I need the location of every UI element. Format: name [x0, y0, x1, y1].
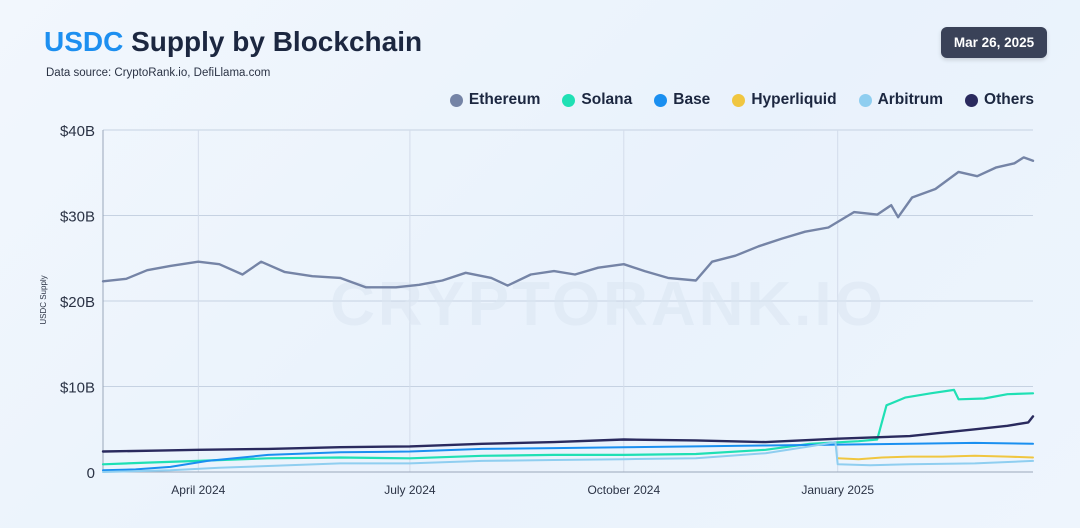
legend-item-solana: Solana — [562, 91, 632, 109]
data-source-subtitle: Data source: CryptoRank.io, DefiLlama.co… — [46, 67, 271, 79]
title-rest: Supply by Blockchain — [131, 26, 423, 57]
legend-item-others: Others — [965, 91, 1034, 109]
y-tick-label: $20B — [60, 294, 95, 311]
series-line-base — [102, 441, 1034, 472]
x-tick-label: April 2024 — [171, 483, 225, 497]
legend-label: Solana — [581, 91, 633, 108]
legend-item-arbitrum: Arbitrum — [858, 91, 944, 109]
watermark-text: CRYPTORANK.IO — [330, 270, 886, 339]
chart-axes: 0 $10B $20B $30B $40B April 2024 July 2024 Octo… — [60, 123, 1033, 497]
x-tick-label: October 2024 — [587, 483, 660, 497]
y-tick-label: $10B — [60, 380, 95, 397]
series-line-hyperliquid — [836, 454, 1034, 461]
legend-item-base: Base — [654, 91, 710, 109]
legend-dot — [732, 93, 746, 107]
legend-dot — [449, 93, 463, 107]
y-tick-label: $30B — [60, 209, 95, 226]
y-axis-label: USDC Supply — [39, 275, 48, 324]
date-badge: Mar 26, 2025 — [941, 27, 1047, 58]
legend-dot — [562, 93, 576, 107]
legend-dot — [858, 93, 872, 107]
series-line-arbitrum — [102, 441, 1034, 473]
y-tick-label: $40B — [60, 123, 95, 140]
legend-label: Base — [673, 91, 711, 108]
page-title: USDC Supply by Blockchain — [44, 26, 422, 58]
y-tick-label: 0 — [87, 465, 95, 482]
legend-dot — [654, 93, 668, 107]
chart-grid — [103, 129, 1033, 472]
legend-item-ethereum: Ethereum — [449, 91, 541, 109]
series-line-solana — [101, 388, 1035, 466]
legend-label: Others — [984, 91, 1034, 108]
legend-label: Ethereum — [468, 91, 541, 108]
chart-series — [101, 156, 1035, 473]
x-tick-label: July 2024 — [384, 483, 436, 497]
legend-label: Hyperliquid — [751, 91, 837, 108]
series-line-others — [101, 415, 1035, 453]
series-line-ethereum — [101, 156, 1035, 289]
legend-dot — [965, 93, 979, 107]
chart-legend: Ethereum Solana Base Hyperliquid Arbitrum Oth… — [449, 91, 1034, 109]
x-tick-label: January 2025 — [801, 483, 874, 497]
legend-item-hyperliquid: Hyperliquid — [732, 91, 837, 109]
legend-label: Arbitrum — [877, 91, 944, 108]
title-accent: USDC — [44, 26, 124, 57]
